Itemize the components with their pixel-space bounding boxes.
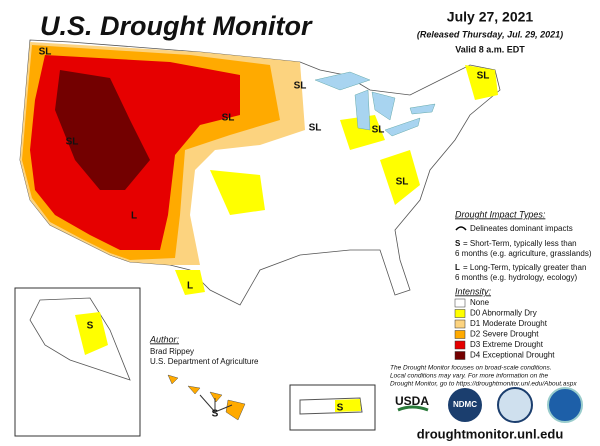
d0-zone [340, 115, 385, 150]
legend-label: D1 Moderate Drought [470, 319, 548, 328]
long-text: 6 months (e.g. hydrology, ecology) [455, 273, 577, 282]
author-name: Brad Rippey [150, 347, 194, 356]
puerto-rico [289, 384, 376, 431]
released: (Released Thursday, Jul. 29, 2021) [417, 29, 563, 39]
url: droughtmonitor.unl.edu [417, 426, 564, 441]
note: Local conditions may vary. For more info… [390, 373, 549, 380]
author-org: U.S. Department of Agriculture [150, 357, 259, 366]
inset-frame [14, 287, 141, 437]
hawaii [167, 374, 246, 421]
d0-zone [175, 270, 205, 295]
impact-label: SL [396, 177, 409, 188]
impact-label: SL [477, 71, 490, 82]
note: Drought Monitor, go to https://droughtmo… [390, 381, 577, 388]
short-text: 6 months (e.g. agriculture, grasslands) [455, 249, 592, 258]
impact-label: SL [372, 125, 385, 136]
alaska-d0 [75, 312, 108, 355]
d0-zone [210, 170, 265, 215]
impact-label: SL [309, 123, 322, 134]
d4-zone [55, 70, 150, 190]
title: U.S. Drought Monitor [40, 11, 313, 41]
impact-label: S [212, 409, 219, 420]
legend-swatch [454, 319, 466, 329]
legend-swatch [454, 309, 466, 318]
impact-label: SL [39, 47, 52, 58]
legend-label: None [470, 298, 490, 307]
short-key: S [455, 239, 461, 248]
legend-label: D0 Abnormally Dry [470, 309, 537, 318]
legend-label: D3 Extreme Drought [470, 340, 544, 349]
conus-map [19, 39, 501, 306]
alaska [29, 297, 131, 381]
d0-zone [380, 150, 420, 205]
d0-zone [465, 65, 498, 100]
impact-title: Drought Impact Types: [455, 209, 546, 219]
legend-swatch [454, 330, 466, 339]
author-heading: Author: [149, 334, 180, 344]
legend-label: D4 Exceptional Drought [470, 351, 555, 360]
logos: USDA NDMC [395, 387, 583, 423]
long-key: L [455, 263, 460, 272]
usda-logo: USDA [395, 394, 429, 408]
legend-swatch [454, 298, 466, 308]
impact-label: L [131, 211, 137, 222]
impact-label: SL [222, 113, 235, 124]
date: July 27, 2021 [447, 9, 534, 25]
short-text: = Short-Term, typically less than [463, 239, 577, 248]
legend-label: D2 Severe Drought [470, 330, 539, 339]
impact-label: SL [66, 137, 79, 148]
impact-delineates: Delineates dominant impacts [470, 224, 573, 233]
impact-label: S [337, 403, 344, 414]
legend-swatch [454, 340, 466, 350]
valid: Valid 8 a.m. EDT [455, 44, 525, 54]
intensity-title: Intensity: [455, 286, 492, 296]
ndmc-logo: NDMC [453, 400, 477, 409]
legend-swatch [454, 351, 466, 360]
impact-label: SL [294, 81, 307, 92]
impact-label: L [187, 281, 193, 292]
alaska-inset [14, 287, 141, 437]
impact-legend: Drought Impact Types: Delineates dominan… [455, 209, 592, 282]
great-lakes [314, 71, 436, 137]
impact-label: S [87, 321, 94, 332]
long-text: = Long-Term, typically greater than [463, 263, 586, 272]
note: The Drought Monitor focuses on broad-sca… [390, 365, 552, 372]
